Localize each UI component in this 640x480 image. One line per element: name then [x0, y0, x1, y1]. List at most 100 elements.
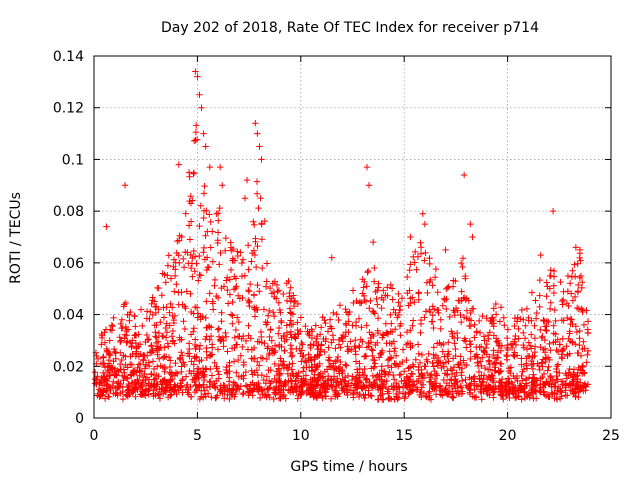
- data-point: [206, 163, 214, 171]
- data-point: [295, 392, 302, 400]
- data-point: [397, 371, 405, 378]
- data-point: [161, 344, 168, 351]
- data-point: [529, 365, 537, 373]
- data-point: [275, 299, 283, 307]
- data-point: [332, 358, 339, 365]
- data-point: [364, 269, 371, 276]
- data-point: [173, 390, 180, 398]
- data-point: [141, 370, 148, 378]
- data-point: [192, 128, 200, 136]
- data-point: [104, 348, 112, 356]
- data-point: [197, 272, 205, 279]
- data-point: [459, 377, 466, 384]
- data-point: [353, 373, 360, 381]
- data-point: [387, 354, 395, 362]
- data-point: [286, 289, 293, 297]
- data-point: [415, 366, 422, 374]
- data-point: [332, 345, 339, 352]
- data-point: [518, 361, 525, 368]
- data-point: [172, 359, 179, 367]
- data-point: [504, 341, 511, 349]
- data-point: [272, 391, 279, 398]
- data-point: [550, 289, 558, 297]
- data-point: [385, 395, 392, 403]
- data-point: [550, 339, 557, 346]
- data-point: [399, 390, 407, 397]
- data-point: [532, 315, 540, 322]
- data-point: [136, 360, 144, 368]
- data-point: [280, 358, 287, 365]
- data-point: [463, 344, 470, 351]
- data-point: [239, 256, 247, 263]
- data-point: [275, 324, 283, 332]
- data-point: [490, 394, 497, 401]
- data-point: [328, 325, 335, 332]
- data-point: [404, 374, 412, 382]
- data-point: [551, 379, 559, 387]
- data-point: [176, 355, 184, 362]
- data-point: [194, 73, 201, 80]
- data-point: [283, 336, 290, 343]
- data-point: [200, 130, 207, 137]
- data-point: [203, 324, 210, 331]
- data-point: [249, 379, 256, 386]
- data-point: [242, 368, 249, 376]
- data-point: [417, 379, 425, 387]
- data-point: [518, 396, 525, 403]
- data-point: [120, 366, 128, 373]
- data-point: [310, 340, 317, 348]
- data-point: [437, 316, 445, 323]
- data-point: [363, 344, 371, 351]
- data-point: [511, 322, 518, 330]
- data-point: [192, 336, 199, 343]
- data-point: [105, 367, 113, 374]
- data-point: [370, 308, 377, 316]
- data-point: [343, 309, 351, 316]
- data-point: [110, 390, 117, 397]
- data-point: [406, 287, 413, 294]
- data-point: [448, 383, 456, 391]
- data-point: [552, 383, 559, 390]
- data-point: [546, 393, 553, 401]
- data-point: [193, 136, 201, 143]
- data-point: [584, 351, 591, 359]
- data-point: [149, 358, 157, 365]
- data-point: [110, 371, 118, 378]
- y-tick-label: 0.06: [53, 256, 84, 272]
- data-point: [422, 363, 429, 370]
- data-point: [274, 288, 281, 295]
- data-point: [449, 330, 456, 338]
- data-point: [277, 309, 284, 316]
- data-point: [584, 318, 592, 325]
- data-point: [145, 359, 152, 366]
- data-point: [200, 249, 207, 256]
- data-point: [155, 329, 163, 337]
- data-point: [458, 318, 465, 326]
- data-point: [278, 343, 285, 350]
- data-point: [444, 367, 451, 374]
- data-point: [388, 320, 395, 327]
- data-point: [295, 330, 302, 337]
- data-point: [165, 353, 173, 361]
- data-point: [278, 335, 285, 342]
- data-point: [495, 369, 503, 376]
- data-point: [403, 356, 410, 364]
- data-point: [226, 276, 234, 283]
- data-point: [371, 360, 379, 367]
- data-point: [221, 395, 228, 402]
- data-point: [268, 337, 275, 344]
- data-point: [522, 376, 530, 384]
- data-point: [571, 261, 578, 268]
- tick-labels: 0 5 10 15 20 25 0 0.02 0.04 0.06 0.08 0.1 0.12 0.14: [53, 49, 620, 444]
- data-point: [270, 395, 277, 403]
- data-point: [332, 379, 340, 386]
- data-point: [262, 318, 269, 326]
- data-point: [412, 356, 419, 363]
- data-point: [151, 303, 159, 311]
- data-point: [537, 251, 544, 259]
- data-point: [552, 317, 559, 325]
- data-point: [426, 260, 433, 268]
- data-point: [152, 375, 160, 382]
- data-point: [171, 381, 178, 388]
- data-point: [378, 349, 385, 356]
